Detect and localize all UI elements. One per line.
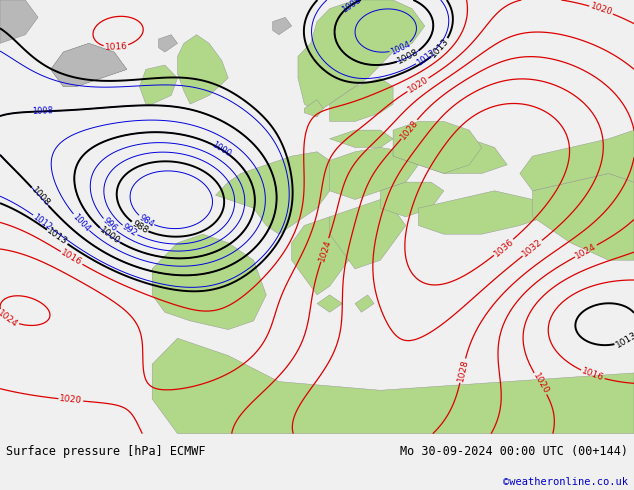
Text: 1013: 1013 (429, 37, 451, 60)
Polygon shape (158, 35, 178, 52)
Polygon shape (298, 0, 425, 113)
Polygon shape (330, 78, 393, 122)
Text: 1028: 1028 (456, 359, 470, 383)
Text: 1020: 1020 (589, 2, 614, 18)
Text: 988: 988 (130, 219, 150, 235)
Polygon shape (520, 130, 634, 191)
Text: 1020: 1020 (531, 371, 550, 396)
Text: ©weatheronline.co.uk: ©weatheronline.co.uk (503, 477, 628, 487)
Polygon shape (152, 234, 266, 330)
Text: 996: 996 (101, 216, 119, 234)
Polygon shape (380, 182, 444, 217)
Text: 1008: 1008 (396, 48, 420, 66)
Text: 984: 984 (137, 213, 155, 229)
Polygon shape (152, 338, 634, 434)
Polygon shape (273, 17, 292, 35)
Polygon shape (216, 152, 342, 234)
Text: 1004: 1004 (70, 212, 91, 233)
Text: 1016: 1016 (580, 367, 605, 383)
Polygon shape (393, 122, 482, 173)
Polygon shape (139, 65, 178, 104)
Polygon shape (0, 0, 38, 44)
Text: 1016: 1016 (60, 248, 84, 268)
Polygon shape (355, 295, 374, 312)
Text: 1024: 1024 (574, 242, 598, 261)
Text: 1013: 1013 (614, 330, 634, 349)
Polygon shape (292, 217, 355, 295)
Text: Mo 30-09-2024 00:00 UTC (00+144): Mo 30-09-2024 00:00 UTC (00+144) (399, 445, 628, 458)
Text: 1008: 1008 (340, 0, 363, 15)
Text: 1036: 1036 (492, 237, 515, 258)
Text: 1020: 1020 (406, 75, 430, 95)
Polygon shape (393, 139, 507, 173)
Text: 1008: 1008 (29, 185, 51, 208)
Polygon shape (178, 35, 228, 104)
Text: 1032: 1032 (521, 238, 544, 259)
Polygon shape (330, 199, 406, 269)
Text: 1024: 1024 (0, 308, 20, 329)
Text: 1012: 1012 (415, 48, 437, 68)
Polygon shape (51, 44, 127, 87)
Polygon shape (304, 100, 323, 117)
Polygon shape (533, 173, 634, 260)
Polygon shape (51, 44, 127, 87)
Text: 1000: 1000 (98, 225, 122, 246)
Text: 992: 992 (120, 222, 139, 239)
Text: 1008: 1008 (32, 106, 54, 116)
Text: 1020: 1020 (59, 394, 82, 406)
Text: Surface pressure [hPa] ECMWF: Surface pressure [hPa] ECMWF (6, 445, 206, 458)
Text: 1012: 1012 (31, 212, 54, 232)
Polygon shape (330, 130, 393, 147)
Text: 1004: 1004 (389, 40, 412, 57)
Text: 1013: 1013 (45, 226, 69, 247)
Text: 1016: 1016 (105, 42, 127, 52)
Text: 1024: 1024 (317, 238, 333, 262)
Polygon shape (330, 147, 418, 199)
Text: 1028: 1028 (398, 118, 420, 141)
Text: 1000: 1000 (210, 140, 232, 158)
Polygon shape (317, 295, 342, 312)
Polygon shape (418, 191, 545, 234)
